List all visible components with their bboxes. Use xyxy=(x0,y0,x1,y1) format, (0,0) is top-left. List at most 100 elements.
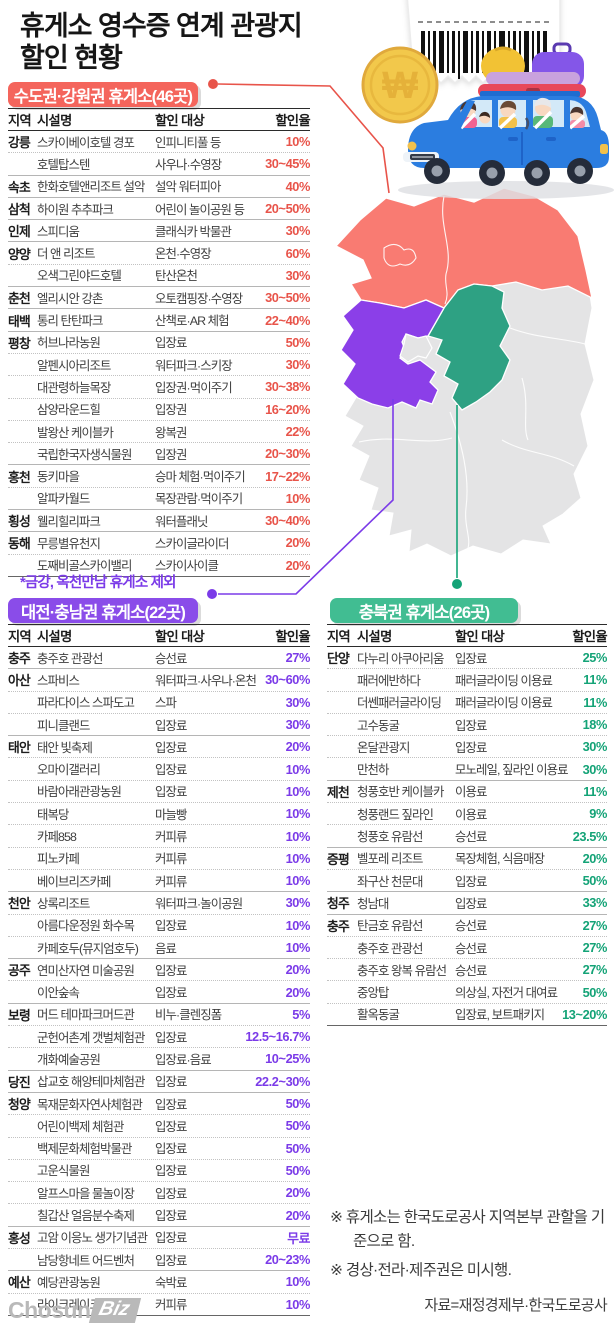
facility-cell: 카페호두(뮤지엄호두) xyxy=(37,941,139,956)
target-cell: 입장료·음료 xyxy=(155,1052,212,1067)
column-header: 할인율 xyxy=(275,113,310,128)
suitcase-handle-icon xyxy=(552,42,572,56)
green-connector-dot xyxy=(452,579,462,589)
table-row: 칠갑산 얼음분수축제 입장료 20% xyxy=(8,1203,310,1225)
target-cell: 온천·수영장 xyxy=(155,247,212,262)
target-cell: 음료 xyxy=(155,941,177,956)
target-cell: 입장료 xyxy=(455,718,487,733)
target-cell: 입장료 xyxy=(155,1030,187,1045)
target-cell: 입장료 xyxy=(155,1097,187,1112)
target-cell: 왕복권 xyxy=(155,425,187,440)
facility-cell: 온달관광지 xyxy=(357,740,410,755)
facility-cell: 도째비골스카이밸리 xyxy=(37,559,132,574)
footnote-item: ※ 경상·전라·제주권은 미시행. xyxy=(330,1262,512,1279)
target-cell: 워터파크·놀이공원 xyxy=(155,896,243,911)
table-row: 아름다운정원 화수목 입장료 10% xyxy=(8,913,310,936)
facility-cell: 오마이갤러리 xyxy=(37,763,101,778)
column-header: 할인 대상 xyxy=(455,629,505,644)
rate-cell: 33% xyxy=(582,895,608,911)
rate-cell: 11% xyxy=(583,783,607,799)
table-row: 태복당 마늘빵 10% xyxy=(8,802,310,824)
target-cell: 입장권·먹이주기 xyxy=(155,380,233,395)
table-row: 보령 머드 테마파크머드관 비누·클렌징폼 5% xyxy=(8,1002,310,1025)
table-row: 오색그린야드호텔 탄산온천 30% xyxy=(8,263,310,286)
roof-rack-icon xyxy=(480,91,580,97)
rate-cell: 10% xyxy=(285,940,311,955)
facility-cell: 머드 테마파크머드관 xyxy=(37,1008,135,1023)
target-cell: 커피류 xyxy=(155,1298,187,1313)
rate-cell: 10% xyxy=(285,783,311,799)
target-cell: 입장료 xyxy=(155,1142,187,1157)
region-cell: 청양 xyxy=(8,1097,31,1113)
rate-cell: 11% xyxy=(583,694,607,710)
facility-cell: 남당항네트 어드벤처 xyxy=(37,1253,135,1268)
rate-cell: 무료 xyxy=(287,1230,310,1246)
rate-cell: 30% xyxy=(285,223,311,239)
rate-cell: 20% xyxy=(285,962,311,978)
family-car-icon xyxy=(403,91,609,186)
rate-cell: 50% xyxy=(582,873,608,889)
table-row: 제천 청풍호반 케이블카 이용료 11% xyxy=(327,779,607,802)
table-row: 어린이백제 체험관 입장료 50% xyxy=(8,1114,310,1136)
target-cell: 커피류 xyxy=(155,874,187,889)
target-cell: 입장료 xyxy=(455,896,487,911)
rate-cell: 27% xyxy=(582,962,608,978)
table-row: 속초 한화호텔앤리조트 설악 설악 워터피아 40% xyxy=(8,174,311,197)
facility-cell: 상록리조트 xyxy=(37,896,90,911)
table-row: 아산 스파비스 워터파크·사우나·온천 30~60% xyxy=(8,668,310,690)
facility-cell: 청남대 xyxy=(357,896,389,911)
region-cell: 증평 xyxy=(327,851,350,867)
facility-cell: 통리 탄탄파크 xyxy=(37,314,103,329)
region-cell: 태백 xyxy=(8,313,31,329)
region-cell: 단양 xyxy=(327,651,350,667)
target-cell: 입장료 xyxy=(155,718,187,733)
target-cell: 입장료 xyxy=(155,785,187,800)
red-mat-icon xyxy=(478,84,586,98)
exclusion-note: *금강, 옥천만남 휴게소 제외 xyxy=(20,575,177,591)
target-cell: 승선료 xyxy=(455,963,487,978)
table-row: 삼양라운드힐 입장권 16~20% xyxy=(8,397,310,420)
target-cell: 입장료 xyxy=(155,963,187,978)
facility-cell: 카페858 xyxy=(37,830,77,845)
target-cell: 입장료 xyxy=(155,1075,187,1090)
rate-cell: 18% xyxy=(582,717,608,733)
region-cell: 예산 xyxy=(8,1275,31,1291)
rate-cell: 40% xyxy=(285,178,311,194)
region-cell: 인제 xyxy=(8,224,31,240)
table-row: 베이브리즈카페 커피류 10% xyxy=(8,868,310,891)
column-header-row: 지역 시설명 할인 대상 할인율 xyxy=(8,108,311,131)
rate-cell: 23.5% xyxy=(572,828,608,844)
table-row: 더쎈패러글라이딩 패러글라이딩 이용료 11% xyxy=(327,690,607,713)
rate-cell: 20% xyxy=(285,984,311,1000)
region-cell: 충주 xyxy=(8,651,31,667)
facility-cell: 엘리시안 강촌 xyxy=(37,291,103,306)
table-row: 카페호두(뮤지엄호두) 음료 10% xyxy=(8,935,311,958)
rate-cell: 60% xyxy=(285,245,311,261)
region-cell: 횡성 xyxy=(8,514,31,530)
section-chungbuk: 충북권 휴게소(26곳) 지역 시설명 할인 대상 할인율 단양 다누리 아쿠아리움 입장료… xyxy=(327,598,608,1027)
target-cell: 의상실, 자전거 대여료 xyxy=(455,986,558,1001)
table-row: 공주 연미산자연 미술공원 입장료 20% xyxy=(8,958,310,980)
won-coin-icon: ₩ xyxy=(361,46,439,124)
table-row: 만천하 모노레일, 짚라인 이용료 30% xyxy=(327,757,607,779)
target-cell: 산책로·AR 체험 xyxy=(155,314,230,329)
table-row: 충주호 관광선 승선료 27% xyxy=(327,935,607,958)
table-row: 삼척 하이원 추추파크 어린이 놀이공원 등 20~50% xyxy=(8,196,310,219)
region-cell: 동해 xyxy=(8,536,31,552)
facility-cell: 고암 이응노 생가기념관 xyxy=(37,1231,148,1246)
region-cell: 제천 xyxy=(327,784,350,800)
rate-cell: 10% xyxy=(285,850,311,866)
region-cell: 보령 xyxy=(8,1007,31,1023)
source-credit: 자료=재정경제부·한국도로공사 xyxy=(424,1297,607,1314)
target-cell: 입장료 xyxy=(455,651,487,666)
rate-cell: 50% xyxy=(285,1096,311,1112)
target-cell: 인피니티풀 등 xyxy=(155,135,221,150)
rate-cell: 12.5~16.7% xyxy=(245,1029,310,1045)
rate-cell: 30~60% xyxy=(265,672,310,688)
column-header: 지역 xyxy=(327,629,351,644)
rate-cell: 27% xyxy=(582,917,608,933)
luggage-icons xyxy=(478,42,586,98)
table-row: 태백 통리 탄탄파크 산책로·AR 체험 22~40% xyxy=(8,308,310,330)
table-row: 청양 목재문화자연사체험관 입장료 50% xyxy=(8,1091,311,1114)
